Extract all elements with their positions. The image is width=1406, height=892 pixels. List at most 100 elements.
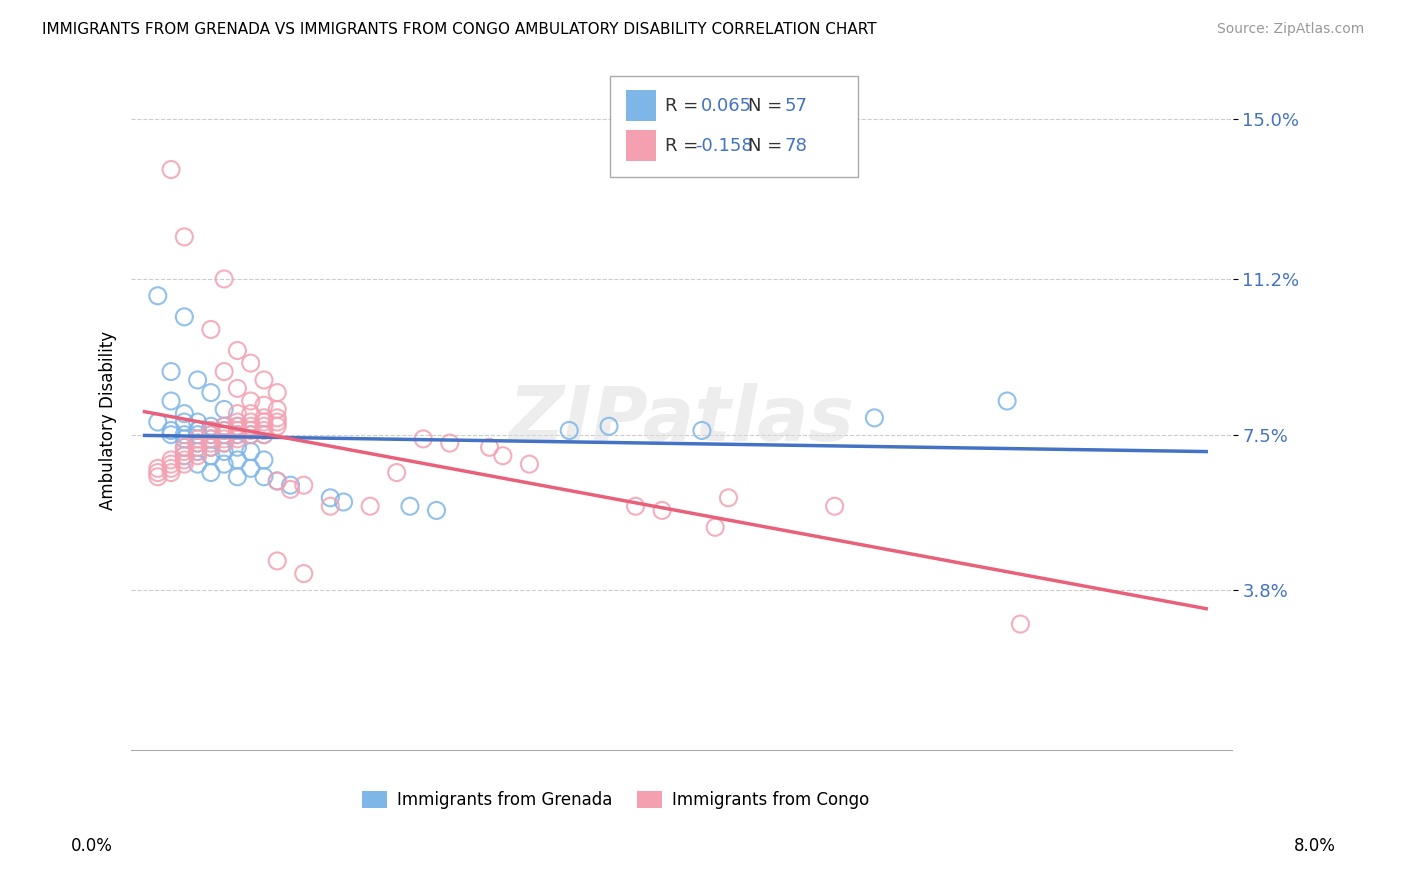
Point xyxy=(253,410,276,425)
Point xyxy=(212,432,235,446)
Point xyxy=(212,427,235,442)
Point xyxy=(239,415,262,429)
Point xyxy=(160,162,183,177)
Point xyxy=(239,461,262,475)
Point xyxy=(239,427,262,442)
Point xyxy=(319,491,342,505)
Point xyxy=(226,424,249,438)
Point xyxy=(212,444,235,458)
Point xyxy=(253,419,276,434)
Point xyxy=(160,466,183,480)
Point xyxy=(253,427,276,442)
Point xyxy=(200,449,222,463)
Text: 0.065: 0.065 xyxy=(700,96,752,115)
Text: N =: N = xyxy=(748,136,789,155)
Point xyxy=(266,554,288,568)
Point xyxy=(359,500,381,514)
Point xyxy=(226,427,249,442)
Text: N =: N = xyxy=(748,96,789,115)
Point xyxy=(226,419,249,434)
Point xyxy=(239,394,262,409)
Point xyxy=(239,427,262,442)
Point xyxy=(200,436,222,450)
Point xyxy=(292,478,315,492)
Point xyxy=(200,322,222,336)
Point xyxy=(173,457,195,471)
Point xyxy=(690,424,713,438)
Point xyxy=(412,432,434,446)
Point xyxy=(239,356,262,370)
Point xyxy=(212,436,235,450)
Point xyxy=(212,402,235,417)
Point xyxy=(226,407,249,421)
Point xyxy=(239,407,262,421)
Point xyxy=(200,427,222,442)
Text: 8.0%: 8.0% xyxy=(1294,837,1336,855)
Point xyxy=(253,453,276,467)
Point xyxy=(226,419,249,434)
Text: Source: ZipAtlas.com: Source: ZipAtlas.com xyxy=(1216,22,1364,37)
Point xyxy=(200,440,222,454)
Point xyxy=(173,310,195,324)
Point xyxy=(200,466,222,480)
Point xyxy=(399,500,422,514)
Point xyxy=(266,410,288,425)
Point xyxy=(146,415,169,429)
Point xyxy=(160,453,183,467)
Point xyxy=(519,457,541,471)
Point xyxy=(863,410,886,425)
Point xyxy=(226,432,249,446)
Point xyxy=(253,469,276,483)
Y-axis label: Ambulatory Disability: Ambulatory Disability xyxy=(100,330,117,509)
Point xyxy=(266,385,288,400)
Point xyxy=(160,461,183,475)
Point xyxy=(173,449,195,463)
Point xyxy=(200,419,222,434)
Point xyxy=(212,424,235,438)
Point xyxy=(239,419,262,434)
Point xyxy=(558,424,581,438)
Point xyxy=(200,424,222,438)
Point xyxy=(187,444,209,458)
Point xyxy=(187,436,209,450)
Text: R =: R = xyxy=(665,96,704,115)
Point xyxy=(292,566,315,581)
Point xyxy=(187,457,209,471)
Point xyxy=(478,440,501,454)
Point xyxy=(160,457,183,471)
FancyBboxPatch shape xyxy=(610,76,858,178)
Point xyxy=(200,432,222,446)
Point xyxy=(187,427,209,442)
Point xyxy=(173,230,195,244)
Point xyxy=(598,419,620,434)
Point xyxy=(266,419,288,434)
Point xyxy=(187,449,209,463)
Point xyxy=(651,503,673,517)
FancyBboxPatch shape xyxy=(626,89,655,120)
Point xyxy=(212,436,235,450)
Point xyxy=(226,343,249,358)
Point xyxy=(173,440,195,454)
Point xyxy=(226,415,249,429)
Point xyxy=(253,427,276,442)
Point xyxy=(253,373,276,387)
Point xyxy=(160,427,183,442)
Point xyxy=(173,415,195,429)
Point xyxy=(200,424,222,438)
Point xyxy=(160,365,183,379)
Text: 78: 78 xyxy=(785,136,807,155)
Point xyxy=(439,436,461,450)
Point xyxy=(187,436,209,450)
Point xyxy=(704,520,727,534)
Point xyxy=(200,440,222,454)
Point xyxy=(187,415,209,429)
Point xyxy=(146,469,169,483)
Point xyxy=(173,444,195,458)
Text: IMMIGRANTS FROM GRENADA VS IMMIGRANTS FROM CONGO AMBULATORY DISABILITY CORRELATI: IMMIGRANTS FROM GRENADA VS IMMIGRANTS FR… xyxy=(42,22,877,37)
Point xyxy=(212,419,235,434)
Point xyxy=(212,419,235,434)
Point xyxy=(995,394,1018,409)
Point xyxy=(212,365,235,379)
Text: ZIPatlas: ZIPatlas xyxy=(509,383,855,457)
Point xyxy=(239,444,262,458)
